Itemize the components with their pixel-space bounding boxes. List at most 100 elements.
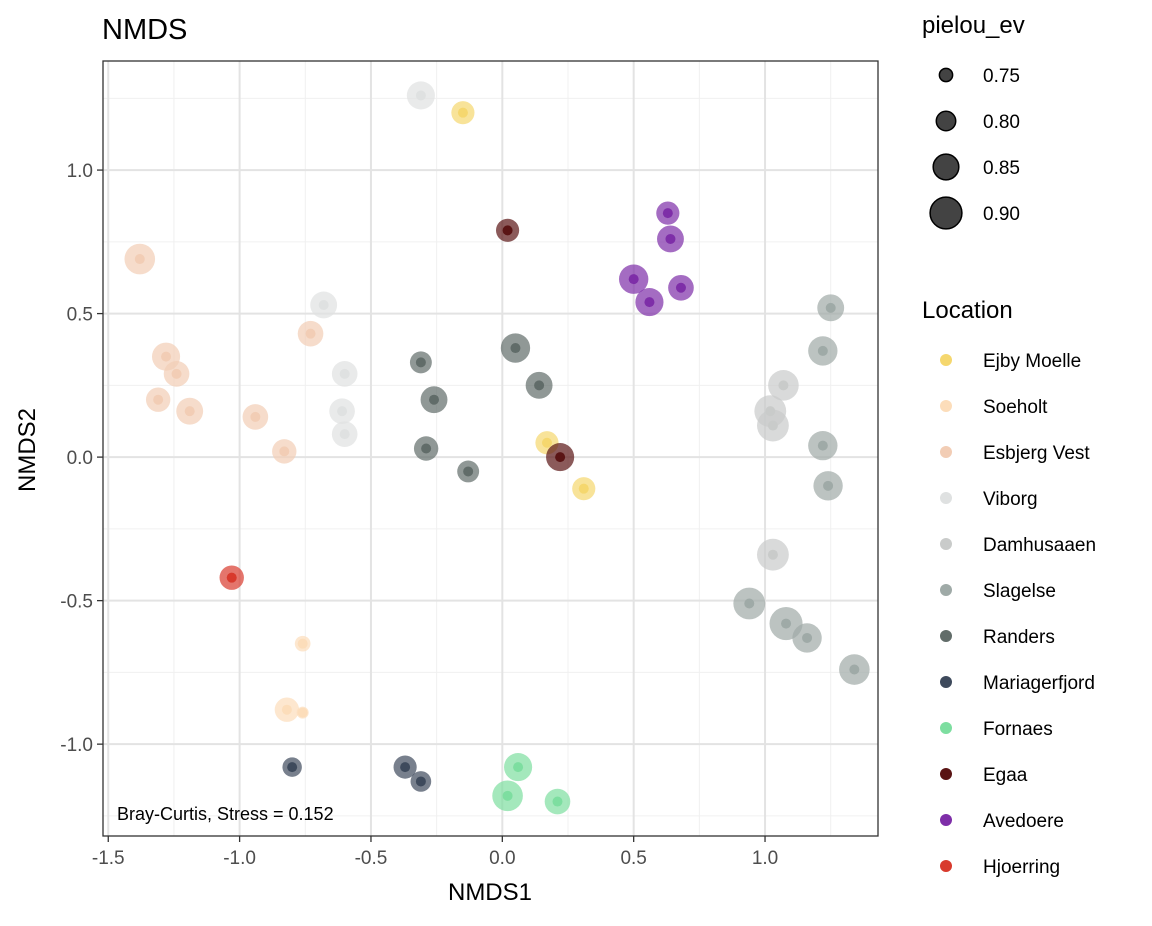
data-point-center	[161, 351, 172, 362]
size-legend-key	[938, 67, 954, 83]
data-point-center	[184, 406, 195, 417]
color-legend-key	[940, 722, 952, 734]
color-legend-label: Hjoerring	[983, 857, 1060, 878]
data-point-center	[502, 790, 513, 801]
color-legend-key	[940, 814, 952, 826]
data-point-center	[457, 107, 468, 118]
data-point-center	[767, 420, 778, 431]
series-fornaes	[492, 753, 571, 815]
data-point-center	[297, 638, 308, 649]
size-legend-key	[935, 110, 957, 132]
color-legend-key	[940, 400, 952, 412]
data-point-center	[153, 394, 164, 405]
color-legend-label: Fornaes	[983, 719, 1053, 740]
data-point-center	[429, 394, 440, 405]
color-legend-label: Egaa	[983, 765, 1028, 786]
stress-annotation: Bray-Curtis, Stress = 0.152	[117, 804, 334, 824]
data-point-center	[541, 437, 552, 448]
x-tick-label: -1.5	[92, 848, 125, 869]
size-legend-label: 0.85	[983, 158, 1020, 179]
y-axis-title: NMDS2	[14, 408, 41, 492]
color-legend-label: Slagelse	[983, 581, 1056, 602]
size-legend: pielou_ev 0.75 0.80 0.85 0.90	[922, 12, 1025, 230]
color-legend-key	[940, 446, 952, 458]
series-randers	[409, 333, 553, 483]
data-point-center	[665, 233, 676, 244]
series-egaa	[495, 218, 575, 472]
color-legend-key	[940, 492, 952, 504]
color-legend-key	[940, 630, 952, 642]
series-ejby-moelle	[451, 101, 596, 501]
data-point-center	[415, 776, 426, 787]
y-tick-label: -0.5	[60, 592, 93, 613]
color-legend-label: Esbjerg Vest	[983, 443, 1090, 464]
color-legend-label: Ejby Moelle	[983, 351, 1081, 372]
data-point-center	[802, 632, 813, 643]
size-legend-label: 0.75	[983, 66, 1020, 87]
data-point-center	[400, 762, 411, 773]
data-point-center	[552, 796, 563, 807]
plot-panel-border	[102, 60, 879, 837]
data-point-center	[305, 328, 316, 339]
series-soeholt	[274, 635, 311, 722]
x-tick-label: 0.5	[620, 848, 646, 869]
series-damhusaaen	[754, 370, 799, 571]
data-point-center	[287, 762, 298, 773]
series-hjoerring	[219, 565, 244, 590]
data-point-center	[817, 345, 828, 356]
data-point-center	[337, 406, 348, 417]
plot-panel	[103, 61, 878, 836]
data-point-center	[817, 440, 828, 451]
y-tick-label: 0.0	[67, 448, 93, 469]
data-point-center	[415, 90, 426, 101]
data-point-center	[778, 380, 789, 391]
data-point-center	[823, 480, 834, 491]
data-point-center	[250, 411, 261, 422]
data-point-center	[510, 343, 521, 354]
data-point-center	[226, 572, 237, 583]
data-point-center	[555, 452, 566, 463]
x-tick-label: 0.0	[489, 848, 515, 869]
series-viborg	[310, 81, 435, 447]
data-point-center	[281, 704, 292, 715]
size-legend-key	[929, 196, 963, 230]
data-point-center	[339, 429, 350, 440]
data-point-center	[463, 466, 474, 477]
data-point-center	[297, 707, 308, 718]
data-point-center	[134, 254, 145, 265]
data-point-center	[781, 618, 792, 629]
data-point-center	[415, 357, 426, 368]
data-point-center	[534, 380, 545, 391]
color-legend-label: Soeholt	[983, 397, 1048, 418]
data-point-center	[513, 762, 524, 773]
data-point-center	[744, 598, 755, 609]
data-point-center	[502, 225, 513, 236]
series-avedoere	[618, 201, 694, 317]
data-point-center	[662, 208, 673, 219]
color-legend-key	[940, 538, 952, 550]
data-point-center	[279, 446, 290, 457]
series-mariagerfjord	[282, 755, 432, 792]
y-tick-label: 0.5	[67, 305, 93, 326]
x-axis-title: NMDS1	[448, 879, 532, 906]
size-legend-label: 0.80	[983, 112, 1020, 133]
color-legend-key	[940, 676, 952, 688]
x-tick-label: -0.5	[355, 848, 388, 869]
point-layer	[124, 81, 870, 815]
series-esbjerg-vest	[124, 243, 324, 464]
data-point-center	[421, 443, 432, 454]
size-legend-label: 0.90	[983, 204, 1020, 225]
grid-layer	[103, 61, 878, 836]
y-tick-label: 1.0	[67, 161, 93, 182]
color-legend-key	[940, 860, 952, 872]
color-legend-label: Mariagerfjord	[983, 673, 1095, 694]
series-slagelse	[733, 294, 870, 685]
color-legend-title: Location	[922, 297, 1013, 324]
size-legend-key	[932, 153, 960, 181]
data-point-center	[849, 664, 860, 675]
x-tick-label: -1.0	[223, 848, 256, 869]
plot-title: NMDS	[102, 14, 187, 46]
data-point-center	[767, 549, 778, 560]
axis-layer: -1.5 -1.0 -0.5 0.0 0.5 1.0 -1.0 -0.5 0.0 0.5 1.0	[60, 161, 778, 869]
